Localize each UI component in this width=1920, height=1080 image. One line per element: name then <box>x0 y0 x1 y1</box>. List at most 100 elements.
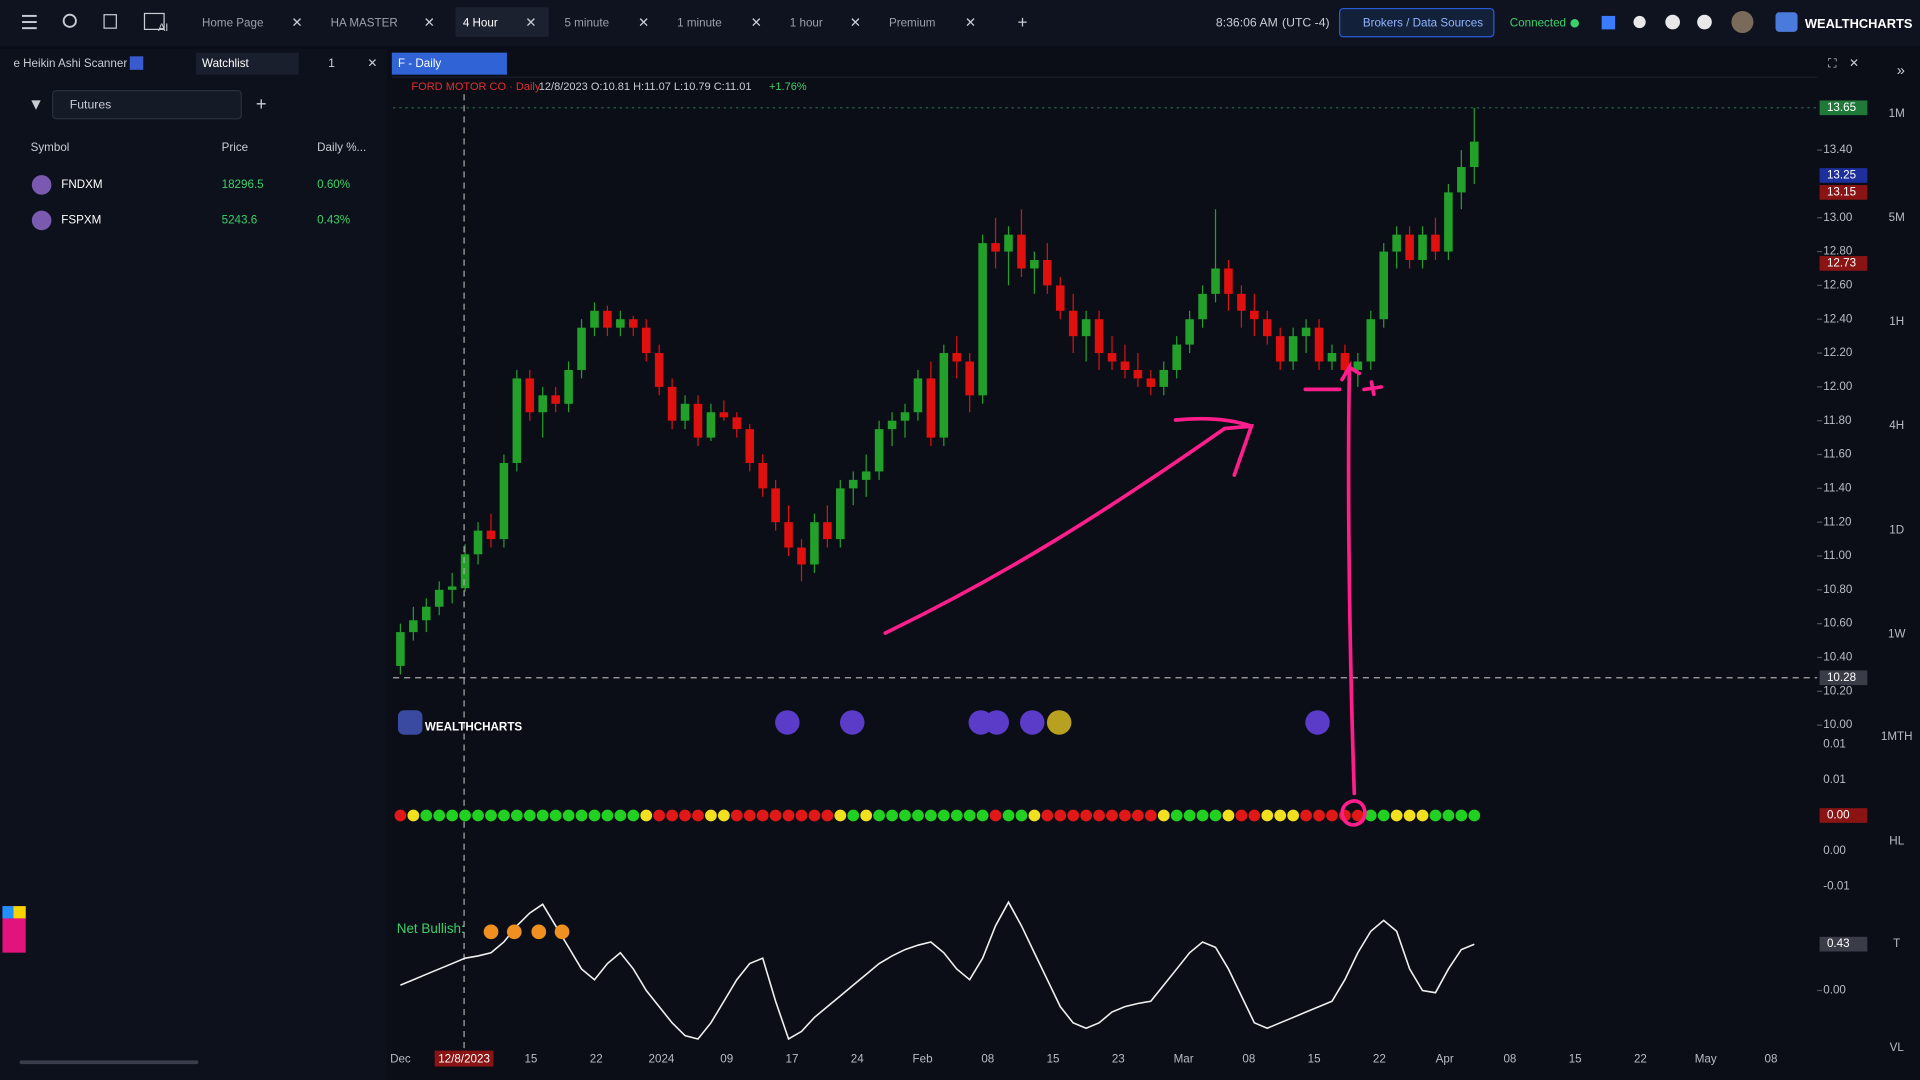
bell-icon[interactable] <box>1633 15 1646 29</box>
layout-icon[interactable] <box>103 14 117 29</box>
tab-label[interactable]: 4 Hour <box>463 16 498 29</box>
signal-dot <box>485 809 497 822</box>
tab-label[interactable]: Premium <box>889 16 936 29</box>
timeframe[interactable]: 1H <box>1889 315 1904 328</box>
filter-select[interactable] <box>52 90 242 120</box>
tab-close[interactable]: ✕ <box>850 15 861 30</box>
tab-label[interactable]: 1 hour <box>790 16 823 29</box>
timeframe[interactable]: 1D <box>1889 523 1904 536</box>
signal-dot <box>937 809 950 822</box>
avatar[interactable] <box>1731 11 1754 34</box>
signal-dot <box>1196 809 1209 822</box>
cell: 5243.6 <box>222 213 258 226</box>
filter-icon[interactable]: ▼ <box>28 97 44 114</box>
close-icon[interactable]: ✕ <box>367 56 377 70</box>
timeframe[interactable]: 5M <box>1889 211 1905 224</box>
x-tick-label: 22 <box>1373 1052 1386 1065</box>
active-tab-bg <box>195 52 299 75</box>
candle-body <box>629 319 638 328</box>
symbol-legend: FORD MOTOR CO · Daily <box>411 81 540 93</box>
signal-dot <box>847 809 860 822</box>
tab-close[interactable]: ✕ <box>751 15 762 30</box>
tab-close[interactable]: ✕ <box>291 15 302 30</box>
candle-body <box>654 353 664 387</box>
signal-dot <box>549 809 562 822</box>
tab-close[interactable]: ✕ <box>965 15 976 30</box>
x-tick-label: 22 <box>590 1052 603 1065</box>
candle-body <box>874 429 884 472</box>
timeframe[interactable]: HL <box>1889 834 1904 847</box>
sidebar-tab[interactable]: Watchlist <box>202 57 249 70</box>
color-swatch[interactable] <box>2 906 14 919</box>
tab-close[interactable]: ✕ <box>525 15 536 30</box>
add-symbol[interactable]: + <box>256 93 267 114</box>
expand-icon[interactable]: » <box>1897 63 1905 79</box>
candle-body <box>641 327 651 354</box>
settings-icon[interactable] <box>1665 14 1680 30</box>
scrollbar[interactable] <box>19 1060 199 1065</box>
timeframe[interactable]: 1M <box>1889 107 1905 120</box>
candle-body <box>551 395 560 404</box>
x-tick-label: 08 <box>1242 1052 1255 1065</box>
signal-axis-label: 0.01 <box>1823 773 1846 786</box>
cell[interactable]: FNDXM <box>61 178 102 191</box>
timeframe[interactable]: 1W <box>1888 627 1905 640</box>
save-icon[interactable] <box>1601 15 1616 30</box>
x-tick-label: 15 <box>1047 1052 1060 1065</box>
brokers-button[interactable] <box>1338 7 1495 38</box>
x-tick-label: 08 <box>1765 1052 1778 1065</box>
chart-tab[interactable]: F - Daily <box>398 57 441 70</box>
signal-dot <box>1157 809 1170 822</box>
candle-body <box>473 530 483 555</box>
candle-body <box>836 488 845 540</box>
tab-close[interactable]: ✕ <box>638 15 649 30</box>
timeframe[interactable]: T <box>1893 937 1900 950</box>
x-tick-label: 08 <box>981 1052 994 1065</box>
chart-tab-bg[interactable] <box>391 52 507 75</box>
watermark: WEALTHCHARTS <box>425 720 523 733</box>
y-tick-label: 12.60 <box>1823 278 1853 291</box>
price-badge <box>1819 100 1868 116</box>
signal-dot <box>730 809 743 822</box>
candle-body <box>861 471 871 480</box>
candle-body <box>421 606 431 621</box>
candle-body <box>1055 285 1065 311</box>
signal-dot <box>1119 809 1131 822</box>
sidebar-tab[interactable]: e Heikin Ashi Scanner <box>13 57 127 70</box>
signal-dot <box>1351 809 1364 822</box>
help-icon[interactable] <box>1697 14 1712 30</box>
close-icon[interactable]: ✕ <box>1849 56 1859 70</box>
signal-dot <box>459 809 471 822</box>
timeframe[interactable]: 4H <box>1889 419 1904 432</box>
color-swatch[interactable] <box>13 906 26 919</box>
menu-icon[interactable] <box>22 14 37 30</box>
signal-dot <box>808 809 821 822</box>
add-tab[interactable]: + <box>1018 12 1028 32</box>
sidebar <box>0 48 387 1080</box>
maximize-icon[interactable]: ⛶ <box>1827 56 1837 70</box>
tab-label[interactable]: 1 minute <box>677 16 722 29</box>
signal-dot <box>717 809 730 822</box>
y-tick-label: 11.40 <box>1823 481 1852 494</box>
ai-icon[interactable] <box>143 12 165 30</box>
cell[interactable]: FSPXM <box>61 213 101 226</box>
candle-body <box>900 412 910 421</box>
price-badge-label: 10.28 <box>1827 671 1856 684</box>
signal-dot <box>743 809 756 822</box>
timeframe[interactable]: 1MTH <box>1881 730 1913 743</box>
tab-label[interactable]: 5 minute <box>564 16 609 29</box>
signal-dot <box>420 809 433 822</box>
oscillator-line <box>400 900 1475 1041</box>
candle-body <box>577 327 586 370</box>
candle-body <box>1301 327 1311 337</box>
tab-close[interactable]: ✕ <box>424 15 435 30</box>
candle-body <box>1457 167 1466 193</box>
candle-body <box>1185 319 1194 345</box>
tab-label[interactable]: Home Page <box>202 16 263 29</box>
timeframe[interactable]: VL <box>1890 1041 1905 1054</box>
x-tick-label: 15 <box>1308 1052 1321 1065</box>
tab-label[interactable]: HA MASTER <box>331 16 398 29</box>
candle-body <box>1262 319 1272 337</box>
search-icon[interactable] <box>62 13 77 28</box>
ohlc-legend: 12/8/2023 O:10.81 H:11.07 L:10.79 C:11.0… <box>539 81 752 93</box>
